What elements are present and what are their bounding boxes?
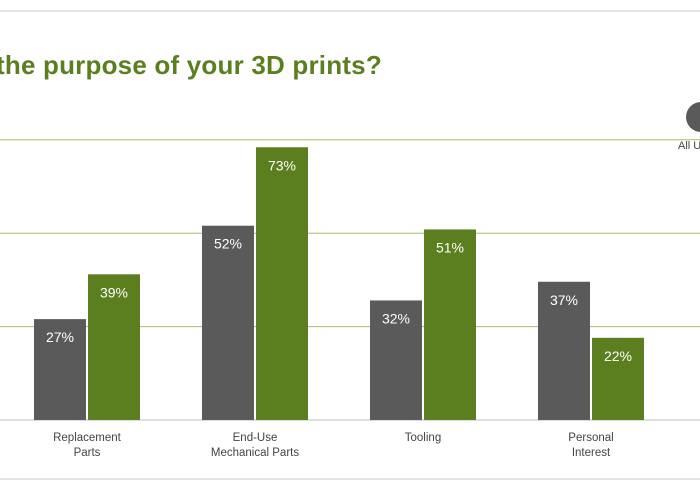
bar-s2-c4 [592,337,644,420]
legend-label: All U [678,140,700,152]
bar-s2-c1 [88,274,140,420]
data-label-s1-c3: 32% [382,310,410,326]
legend-swatch-gray [686,102,700,132]
data-label-s1-c1: 27% [46,329,74,345]
data-label-s2-c1: 39% [100,284,128,300]
bar-s1-c1 [34,319,86,420]
bar-s1-c4 [538,281,590,420]
data-label-s1-c2: 52% [214,236,242,252]
data-label-s1-c4: 37% [550,292,578,308]
bottom-border [0,478,700,502]
data-label-s2-c4: 22% [604,348,632,364]
bar-s2-c2 [256,147,308,420]
category-label-1-line-1: Replacement [53,432,122,444]
bar-s1-c2 [202,225,254,420]
bar-s1-c3 [370,300,422,420]
category-label-4-line-1: Personal [568,432,613,444]
data-label-s2-c3: 51% [436,239,464,255]
category-label-4-line-2: Interest [572,447,611,459]
legend: All U [676,100,700,160]
category-label-2-line-2: Mechanical Parts [211,447,299,459]
category-label-3-line-1: Tooling [405,432,441,444]
chart-title: the purpose of your 3D prints? [0,50,382,80]
data-label-s2-c2: 73% [268,157,296,173]
top-border [0,0,700,12]
category-label-1-line-2: Parts [74,447,101,459]
bar-s2-c3 [424,229,476,420]
category-label-2-line-1: End-Use [233,432,278,444]
